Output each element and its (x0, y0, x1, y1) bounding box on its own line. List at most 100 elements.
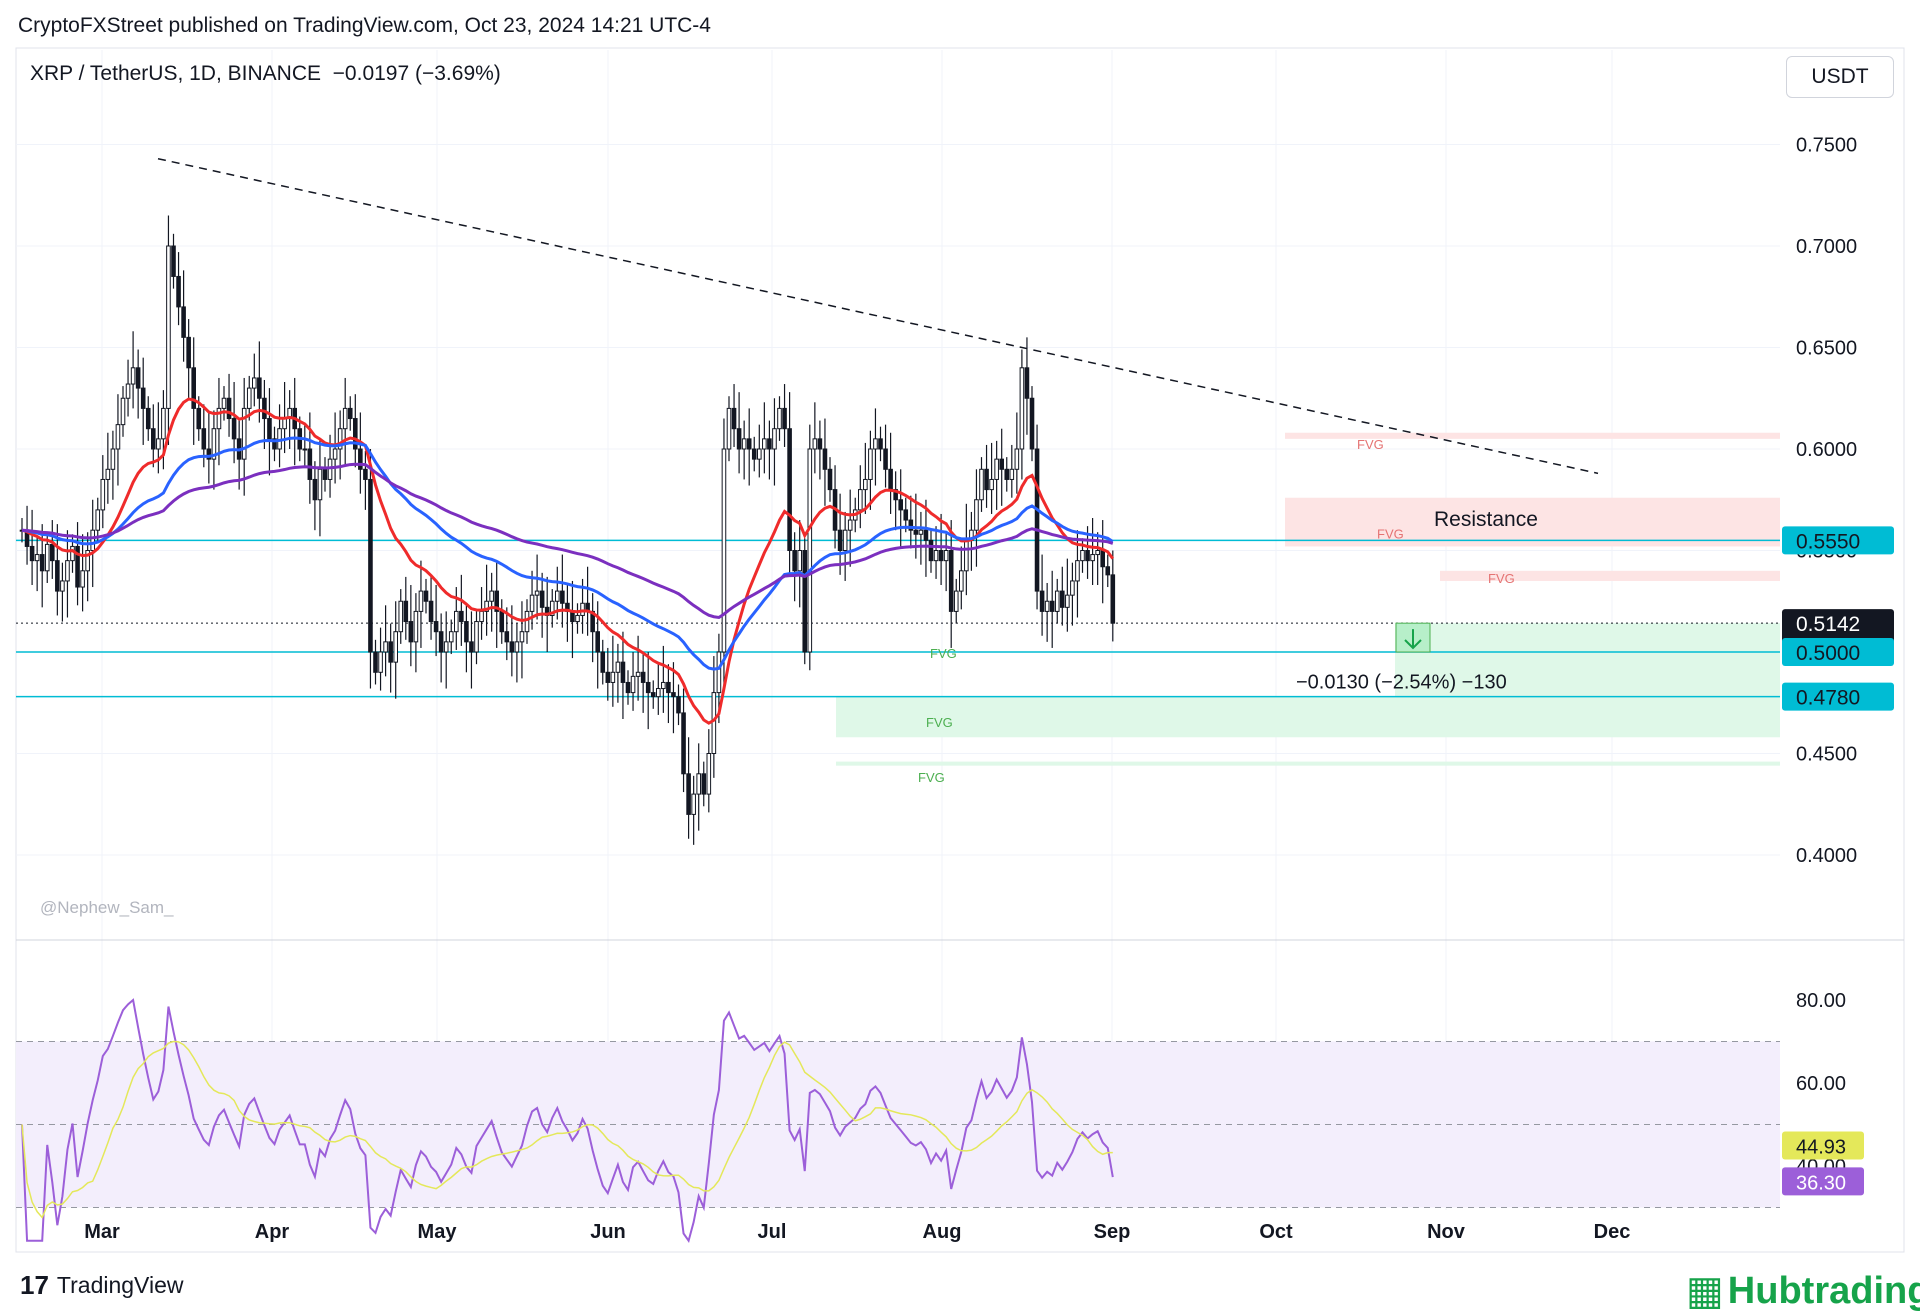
candle-body (600, 651, 606, 673)
tradingview-logo[interactable]: 17 TradingView (20, 1270, 184, 1301)
rsi-value-box (1782, 1131, 1864, 1160)
candle-body (802, 550, 808, 653)
tradingview-logo-icon: 17 (20, 1270, 49, 1300)
candle-body (206, 448, 212, 460)
candle-body (948, 550, 954, 612)
price-label: 0.5550 (1796, 530, 1860, 553)
candle-body (777, 407, 782, 430)
candle-body (726, 407, 732, 450)
rsi-y-tick-label: 80.00 (1796, 990, 1846, 1012)
candle-body (368, 478, 373, 653)
candle-body (989, 478, 994, 491)
candle-body (408, 621, 414, 643)
candle-body (615, 661, 621, 673)
candle-body (959, 570, 964, 592)
fvg-zone (1395, 623, 1780, 697)
candle-body (378, 651, 383, 673)
currency-button[interactable]: USDT (1786, 56, 1894, 98)
ema-mid-line (21, 436, 1114, 671)
candle-body (1085, 550, 1090, 562)
candle-body (226, 397, 232, 420)
candle-body (398, 600, 404, 633)
candle-body (953, 590, 959, 612)
candle-body (1070, 580, 1075, 596)
candle-body (1080, 550, 1085, 562)
candle-body (943, 550, 949, 562)
candle-body (438, 631, 444, 653)
candle-body (433, 621, 439, 633)
price-label: 0.5000 (1796, 642, 1860, 665)
candle-body (751, 448, 757, 460)
candle-body (100, 478, 106, 511)
symbol-name: XRP / TetherUS, 1D, BINANCE (30, 62, 321, 85)
candle-body (933, 550, 939, 562)
candle-body (110, 448, 116, 470)
candle-body (797, 550, 803, 572)
candle-body (201, 428, 207, 450)
candle-body (267, 418, 272, 440)
candle-body (822, 448, 828, 470)
candle-body (999, 458, 1005, 470)
candle-body (272, 438, 277, 450)
candle-body (44, 543, 50, 572)
fvg-zone (836, 761, 1780, 766)
candle-body (1054, 590, 1060, 612)
candle-body (90, 529, 96, 552)
candle-body (1105, 566, 1111, 576)
candle-body (534, 590, 540, 596)
fvg-label: FVG (1357, 437, 1384, 452)
candle-body (1019, 367, 1025, 450)
candle-body (706, 753, 712, 795)
candle-body (125, 383, 131, 399)
tradingview-brand: TradingView (56, 1272, 184, 1298)
candle-body (635, 671, 641, 677)
candle-body (317, 468, 323, 501)
horizontal-levels[interactable] (16, 539, 1780, 698)
rsi-ma-line (21, 1040, 1113, 1219)
candle-body (878, 438, 883, 450)
candle-body (140, 387, 146, 409)
candle-body (1090, 554, 1095, 562)
candle-body (312, 478, 318, 501)
candle-body (130, 367, 136, 385)
candle-body (50, 543, 55, 562)
x-tick-label: May (418, 1221, 458, 1243)
candle-body (842, 529, 848, 552)
candle-body (721, 448, 727, 653)
candle-body (479, 610, 484, 623)
trendline[interactable] (157, 157, 1599, 475)
y-tick-label: 0.6000 (1796, 439, 1857, 461)
fvg-label: FVG (1488, 571, 1515, 586)
candle-body (196, 407, 202, 430)
y-tick-label: 0.6500 (1796, 338, 1857, 360)
candle-body (514, 641, 520, 653)
ema-slow-line (21, 462, 1114, 620)
x-tick-label: Mar (84, 1221, 120, 1243)
candle-body (80, 570, 85, 588)
candle-body (1065, 594, 1070, 608)
candle-body (29, 545, 35, 562)
candle-body (1075, 560, 1080, 582)
symbol-title: XRP / TetherUS, 1D, BINANCE −0.0197 (−3.… (30, 62, 501, 86)
candle-body (252, 377, 257, 389)
rsi-value-label: 36.30 (1796, 1172, 1846, 1194)
candle-body (630, 675, 636, 694)
candle-body (186, 336, 191, 369)
candle-body (656, 688, 661, 698)
x-tick-label: Jul (758, 1221, 787, 1243)
fvg-label: FVG (1377, 526, 1404, 541)
x-tick-label: Aug (923, 1221, 962, 1243)
candle-body (145, 407, 151, 430)
y-tick-label: 0.4000 (1796, 845, 1857, 867)
candle-body (55, 560, 60, 592)
candle-body (1049, 600, 1055, 612)
candle-body (307, 448, 313, 480)
candle-body (757, 448, 762, 460)
candle-body (908, 519, 914, 531)
candle-body (782, 407, 787, 430)
candle-body (443, 641, 449, 653)
candle-body (918, 529, 924, 535)
candle-body (484, 600, 489, 612)
hubtrading-icon: ▦ (1686, 1269, 1724, 1313)
